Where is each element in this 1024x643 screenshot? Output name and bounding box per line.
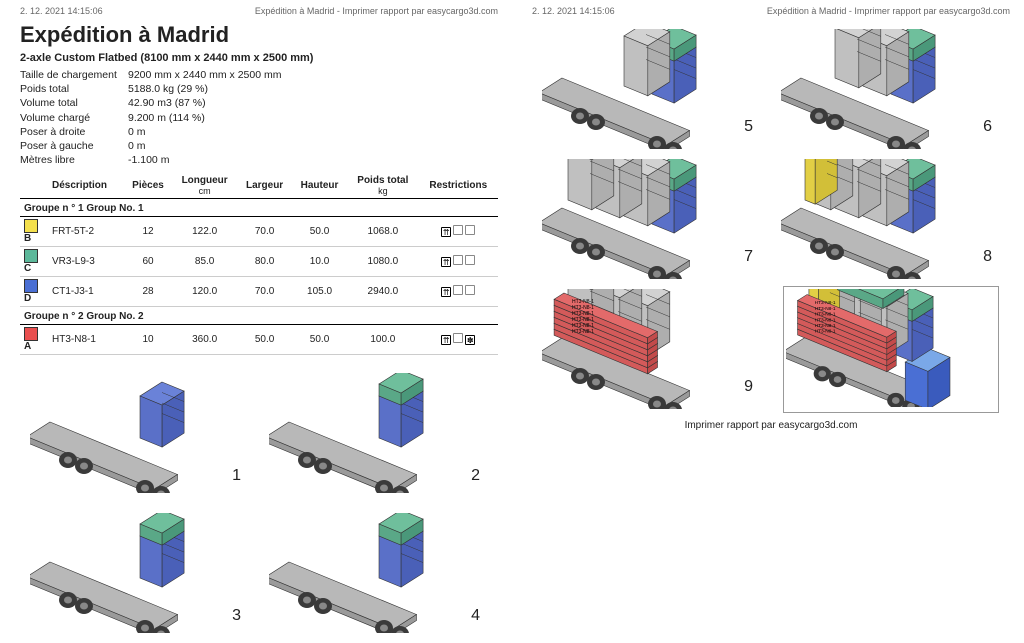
table-row: D CT1-J3-128120.070.0105.02940.0 ⇈: [20, 277, 498, 307]
step-cell: 4: [259, 503, 498, 643]
restriction-icon: [465, 285, 475, 295]
step-number: 5: [744, 118, 753, 136]
step-number: 3: [232, 607, 241, 625]
table-row: C VR3-L9-36085.080.010.01080.0 ⇈: [20, 247, 498, 277]
restriction-icon: [453, 333, 463, 343]
step-number: 9: [744, 378, 753, 396]
col-desc: Déscription: [48, 173, 124, 199]
col-weight: Poids totalkg: [347, 173, 418, 199]
stat-value: -1.100 m: [128, 154, 169, 166]
stat-label: Taille de chargement: [20, 68, 128, 82]
stat-value: 5188.0 kg (29 %): [128, 83, 208, 95]
step-grid-left: 1 2 3 4: [20, 363, 498, 643]
restriction-icon: [465, 225, 475, 235]
stat-value: 9200 mm x 2440 mm x 2500 mm: [128, 69, 281, 81]
stat-label: Volume chargé: [20, 111, 128, 125]
stat-label: Poser à droite: [20, 125, 128, 139]
svg-text:HT3-N8-1: HT3-N8-1: [572, 311, 594, 317]
step-number: 7: [744, 248, 753, 266]
stats-block: Taille de chargement9200 mm x 2440 mm x …: [20, 68, 498, 167]
svg-text:HT3-N8-1: HT3-N8-1: [814, 300, 835, 306]
svg-text:HT3-N8-1: HT3-N8-1: [572, 323, 594, 329]
color-swatch: [24, 219, 38, 233]
stat-value: 0 m: [128, 140, 146, 152]
page-title: Expédition à Madrid: [20, 22, 498, 48]
step-cell: 8: [771, 154, 1010, 284]
restriction-icon: [465, 255, 475, 265]
restriction-icon: ⇈: [441, 335, 451, 345]
step-cell: 3: [20, 503, 259, 643]
cargo-table: Déscription Pièces Longueurcm Largeur Ha…: [20, 173, 498, 355]
restriction-icon: ✽: [465, 335, 475, 345]
timestamp: 2. 12. 2021 14:15:06: [20, 6, 103, 16]
color-swatch: [24, 249, 38, 263]
stat-label: Poser à gauche: [20, 139, 128, 153]
footer: Imprimer rapport par easycargo3d.com: [532, 420, 1010, 431]
col-restr: Restrictions: [419, 173, 498, 199]
step-cell: 5: [532, 24, 771, 154]
stat-value: 9.200 m (114 %): [128, 112, 205, 124]
restriction-icon: [453, 225, 463, 235]
svg-text:HT3-N8-1: HT3-N8-1: [814, 317, 835, 323]
svg-text:HT3-N8-1: HT3-N8-1: [572, 317, 594, 323]
col-pieces: Pièces: [124, 173, 172, 199]
stat-label: Mètres libre: [20, 153, 128, 167]
svg-text:HT3-N8-1: HT3-N8-1: [572, 305, 594, 311]
restriction-icon: ⇈: [441, 257, 451, 267]
step-number: 8: [983, 248, 992, 266]
group-header: Groupe n ° 1 Group No. 1: [20, 199, 498, 217]
step-cell: 2: [259, 363, 498, 503]
svg-text:HT3-N8-1: HT3-N8-1: [572, 329, 594, 335]
final-cell: HT3-N8-1HT3-N8-1HT3-N8-1HT3-N8-1HT3-N8-1…: [771, 284, 1010, 414]
restriction-icon: [453, 255, 463, 265]
stat-value: 42.90 m3 (87 %): [128, 97, 206, 109]
stat-label: Poids total: [20, 82, 128, 96]
step-grid-right: 5 6 7 8 HT3-N8-1HT3-N8-1HT3-N8-1HT3-N8-1…: [532, 24, 1010, 414]
color-swatch: [24, 327, 38, 341]
restriction-icon: [453, 285, 463, 295]
step-cell: 6: [771, 24, 1010, 154]
svg-text:HT3-N8-1: HT3-N8-1: [814, 311, 835, 317]
svg-text:HT3-N8-1: HT3-N8-1: [814, 328, 835, 334]
restriction-icon: ⇈: [441, 227, 451, 237]
vehicle-spec: 2-axle Custom Flatbed (8100 mm x 2440 mm…: [20, 52, 498, 64]
svg-text:HT3-N8-1: HT3-N8-1: [572, 299, 594, 305]
stat-value: 0 m: [128, 126, 146, 138]
col-width: Largeur: [237, 173, 292, 199]
page-header: 2. 12. 2021 14:15:06 Expédition à Madrid…: [532, 6, 1010, 16]
step-number: 6: [983, 118, 992, 136]
step-cell: 1: [20, 363, 259, 503]
step-cell: HT3-N8-1HT3-N8-1HT3-N8-1HT3-N8-1HT3-N8-1…: [532, 284, 771, 414]
step-number: 2: [471, 467, 480, 485]
step-number: 4: [471, 607, 480, 625]
header-title: Expédition à Madrid - Imprimer rapport p…: [255, 6, 498, 16]
table-row: B FRT-5T-212122.070.050.01068.0 ⇈: [20, 217, 498, 247]
step-cell: 7: [532, 154, 771, 284]
color-swatch: [24, 279, 38, 293]
stat-label: Volume total: [20, 96, 128, 110]
table-row: A HT3-N8-110360.050.050.0100.0 ⇈✽: [20, 325, 498, 355]
group-header: Groupe n ° 2 Group No. 2: [20, 307, 498, 325]
header-title: Expédition à Madrid - Imprimer rapport p…: [767, 6, 1010, 16]
page-header: 2. 12. 2021 14:15:06 Expédition à Madrid…: [20, 6, 498, 16]
svg-text:HT3-N8-1: HT3-N8-1: [814, 323, 835, 329]
svg-text:HT3-N8-1: HT3-N8-1: [814, 305, 835, 311]
col-length: Longueurcm: [172, 173, 237, 199]
timestamp: 2. 12. 2021 14:15:06: [532, 6, 615, 16]
step-number: 1: [232, 467, 241, 485]
restriction-icon: ⇈: [441, 287, 451, 297]
col-height: Hauteur: [292, 173, 347, 199]
